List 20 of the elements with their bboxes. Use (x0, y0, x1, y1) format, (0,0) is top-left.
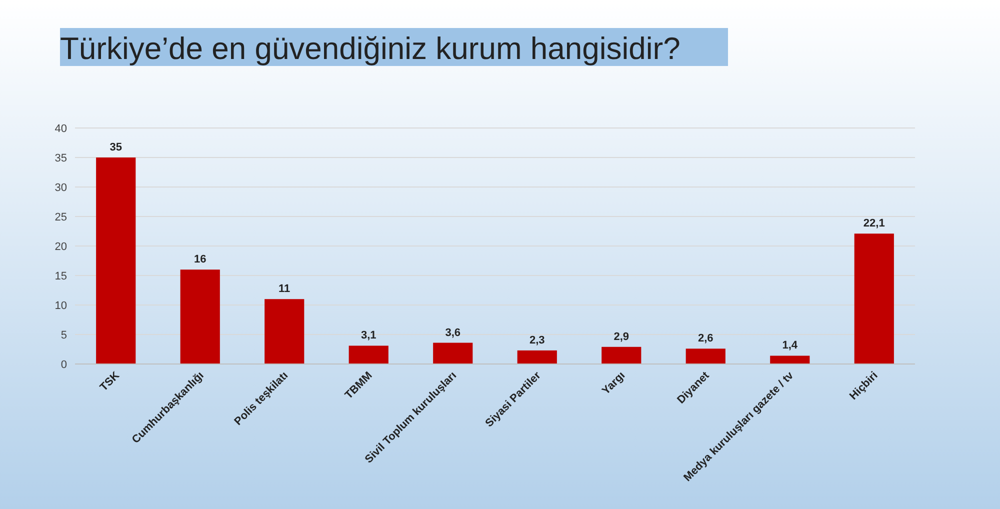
data-label: 35 (110, 142, 122, 154)
data-label: 11 (278, 283, 290, 296)
data-label: 22,1 (863, 218, 885, 230)
data-label: 3,6 (445, 326, 461, 339)
y-tick-label: 5 (60, 330, 67, 342)
y-tick-label: 10 (54, 300, 67, 312)
data-label: 2,6 (698, 332, 714, 345)
y-tick-label: 40 (54, 123, 67, 135)
y-tick-label: 0 (60, 359, 67, 371)
y-tick-label: 30 (54, 182, 67, 194)
data-label: 1,4 (782, 340, 798, 352)
data-label: 2,3 (529, 334, 545, 346)
y-tick-label: 20 (54, 241, 67, 253)
y-tick-label: 35 (54, 152, 67, 164)
data-label: 3,1 (360, 330, 376, 342)
y-tick-label: 25 (54, 212, 67, 224)
data-label: 2,9 (614, 330, 630, 343)
y-tick-label: 15 (54, 270, 67, 282)
chart-title: Türkiye’de en güvendiğiniz kurum hangisidir? (60, 31, 680, 66)
data-label: 16 (194, 254, 206, 266)
